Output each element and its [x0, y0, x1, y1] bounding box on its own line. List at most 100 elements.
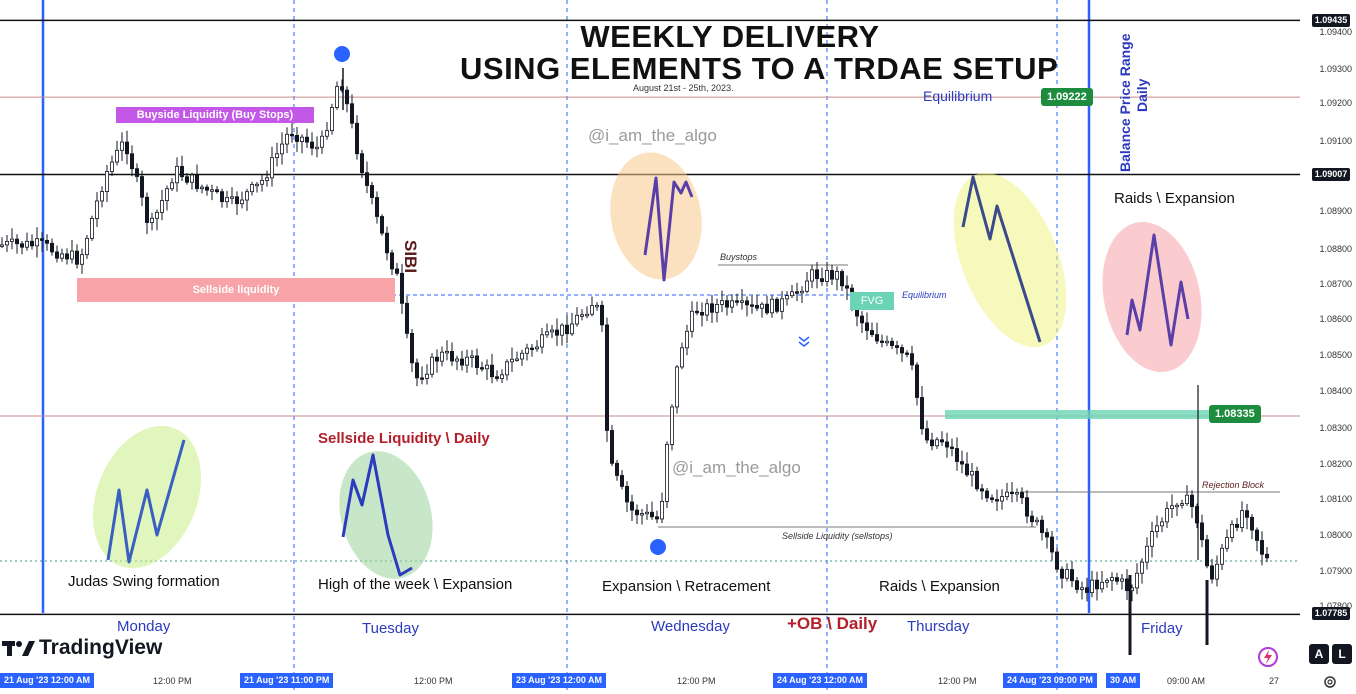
candle [449, 342, 454, 366]
wednesday-low-dot [650, 539, 666, 555]
candle-body [434, 356, 439, 362]
candle [945, 432, 950, 458]
candle-body [90, 218, 95, 239]
sibi-label: SIBI [401, 240, 420, 274]
price-tick: 1.09300 [1319, 64, 1352, 74]
candle-body [1105, 579, 1110, 583]
candle [479, 361, 484, 372]
candle-body [1245, 510, 1250, 518]
candle-body [625, 485, 630, 503]
candle [1005, 482, 1010, 501]
candle-body [1110, 577, 1115, 581]
candle [720, 290, 725, 313]
candle [1115, 572, 1120, 585]
auto-scale-button[interactable]: A [1309, 644, 1329, 664]
candle-body [60, 253, 65, 259]
time-label-3: 23 Aug '23 12:00 AM [512, 673, 607, 688]
candle-body [890, 340, 895, 346]
candle-body [134, 168, 139, 177]
candle-body [640, 513, 645, 516]
candle [545, 323, 550, 338]
candle [935, 437, 940, 449]
candle [870, 322, 875, 338]
candle [394, 263, 399, 276]
high-of-week-label: High of the week \ Expansion [318, 576, 513, 593]
candle-body [329, 107, 334, 132]
candle [690, 301, 695, 338]
high-week-ellipse [339, 451, 433, 579]
candle-body [930, 439, 935, 447]
candle [9, 228, 14, 250]
candle-body [790, 291, 795, 297]
candle-body [1255, 529, 1260, 541]
candle-body [970, 470, 975, 476]
candle [319, 130, 324, 154]
candle-body [1085, 587, 1090, 593]
candle-body [1230, 523, 1235, 538]
settings-gear-icon[interactable] [1323, 675, 1337, 689]
candle-body [1005, 491, 1010, 497]
candle [1060, 566, 1065, 589]
candle [750, 295, 755, 314]
daily-fvg-zone [945, 410, 1210, 419]
candle [65, 248, 70, 265]
candle [1150, 521, 1155, 558]
candle-body [1060, 568, 1065, 579]
candle [159, 189, 164, 221]
candle-body [110, 161, 115, 172]
candle-body [715, 303, 720, 313]
candle [585, 306, 590, 319]
candle [284, 127, 289, 154]
candle [489, 353, 494, 384]
candle [515, 351, 520, 362]
candle [1085, 577, 1090, 602]
candle [1230, 520, 1235, 543]
candle [595, 302, 600, 311]
tradingview-logo[interactable]: TradingView [2, 636, 162, 660]
candle-body [115, 149, 120, 163]
candle-body [780, 298, 785, 312]
candle-body [1250, 516, 1255, 531]
candle [164, 185, 169, 211]
candle-body [935, 439, 940, 447]
candle [815, 261, 820, 289]
candle-body [379, 216, 384, 234]
candle [785, 291, 790, 306]
candle [294, 127, 299, 152]
candle [1170, 494, 1175, 518]
candle [760, 302, 765, 318]
candle [120, 132, 125, 161]
candle-body [990, 497, 995, 500]
candle-body [459, 358, 464, 366]
candle [655, 510, 660, 524]
candle-body [925, 428, 930, 441]
candle-body [249, 184, 254, 193]
candle-body [865, 322, 870, 331]
candle [139, 170, 144, 207]
time-label-5: 24 Aug '23 09:00 PM [1003, 673, 1097, 688]
candle-body [1125, 578, 1130, 592]
candle-body [615, 462, 620, 476]
candle [970, 462, 975, 487]
candle [5, 234, 10, 252]
candle-body [24, 240, 29, 248]
candle [50, 238, 55, 256]
candle [35, 227, 40, 258]
candle [349, 94, 354, 129]
candle [134, 163, 139, 183]
candle-body [880, 340, 885, 343]
candle-body [404, 302, 409, 334]
candle [494, 370, 499, 382]
lightning-icon[interactable] [1257, 646, 1279, 668]
candle [1210, 558, 1215, 584]
candle-body [705, 303, 710, 316]
candle-body [985, 490, 990, 499]
price-tick: 1.09100 [1319, 136, 1352, 146]
candle [735, 293, 740, 306]
candle-body [1065, 569, 1070, 579]
candle-body [620, 475, 625, 487]
candle-body [535, 346, 540, 350]
candle-body [745, 300, 750, 306]
log-scale-button[interactable]: L [1332, 644, 1352, 664]
